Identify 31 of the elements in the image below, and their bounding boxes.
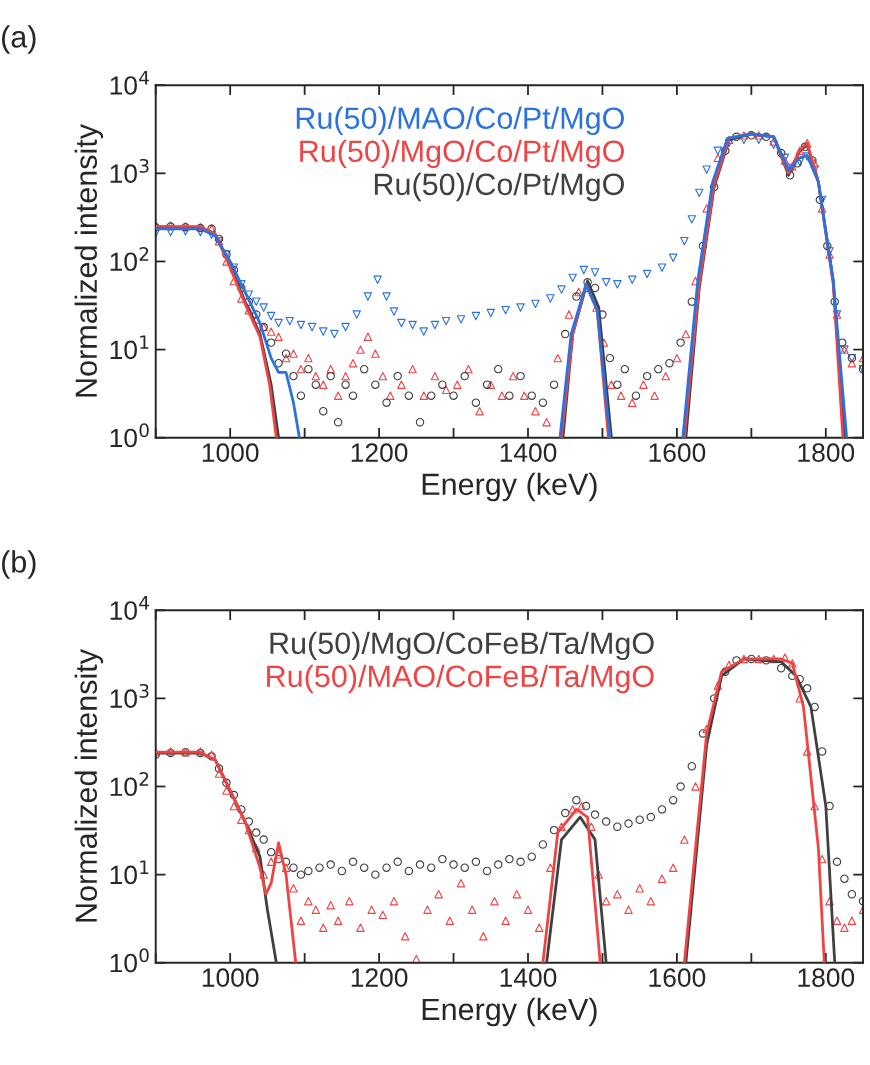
- x-tick-label: 1000: [202, 968, 259, 987]
- y-tick-label: 10$^{2}$: [110, 772, 149, 797]
- text: Ru(50)/MAO/Co/Pt/MgO: [296, 106, 624, 136]
- y-tick-label: 10$^{3}$: [110, 158, 149, 183]
- y-tick-label: 10$^{4}$: [110, 596, 149, 620]
- x-tick-label: 1200: [351, 443, 408, 462]
- x-tick-label: 1800: [798, 968, 855, 987]
- y-tick-label: 10$^{2}$: [110, 247, 149, 272]
- x-axis-title: Energy (keV): [422, 472, 597, 502]
- y-tick-label: 10$^{1}$: [110, 335, 149, 360]
- y-tick-label: 10$^{3}$: [110, 683, 149, 708]
- x-tick-label: 1600: [649, 968, 706, 987]
- x-tick-label: 1400: [500, 443, 557, 462]
- y-tick-label: 10$^{1}$: [110, 860, 149, 885]
- text: (b): [2, 550, 36, 579]
- text: Ru(50)/MgO/Co/Pt/MgO: [300, 139, 624, 169]
- x-tick-label: 1200: [351, 968, 408, 987]
- text: Ru(50)/Co/Pt/MgO: [374, 172, 624, 202]
- text: Ru(50)/MgO/CoFeB/Ta/MgO: [270, 631, 654, 661]
- y-tick-label: 10$^{0}$: [110, 423, 149, 448]
- y-axis-title: Normalized intensity: [74, 123, 104, 397]
- y-tick-label: 10$^{0}$: [110, 948, 149, 973]
- y-tick-label: 10$^{4}$: [110, 71, 149, 95]
- x-tick-label: 1400: [500, 968, 557, 987]
- x-axis-title: Energy (keV): [422, 997, 597, 1027]
- y-axis-title: Normalized intensity: [74, 649, 104, 922]
- series-label: Ru(50)/MAO/CoFeB/Ta/MgO: [267, 664, 654, 694]
- x-tick-label: 1600: [649, 443, 706, 462]
- x-tick-label: 1000: [202, 443, 259, 462]
- x-tick-label: 1800: [798, 443, 855, 462]
- text: (a): [2, 25, 36, 54]
